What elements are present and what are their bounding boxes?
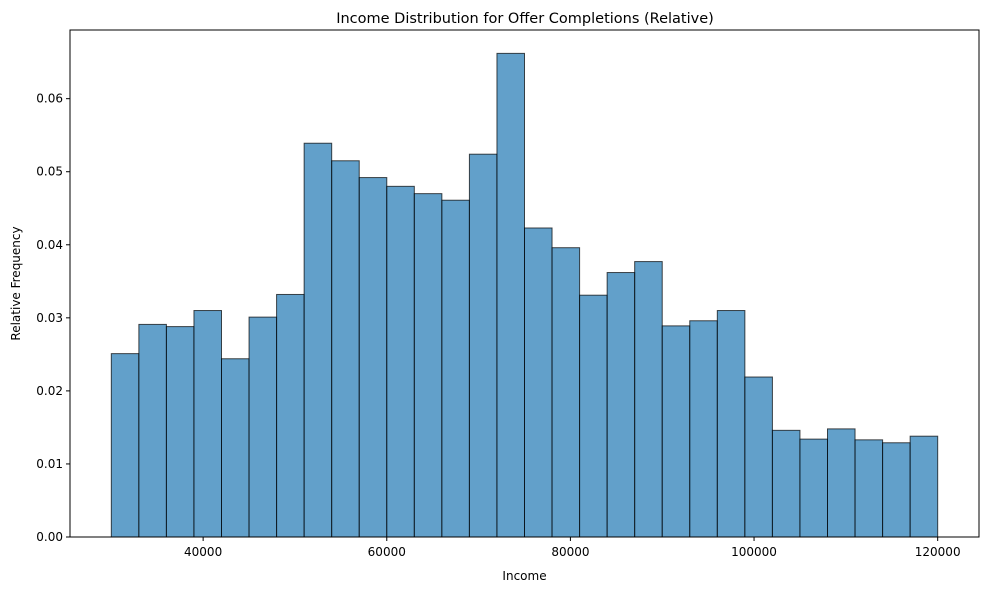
y-tick-label: 0.04 (36, 238, 63, 252)
histogram-bar (716, 310, 746, 538)
histogram-bar (744, 376, 773, 538)
histogram-bar (882, 442, 911, 538)
histogram-bar (165, 326, 195, 538)
histogram-bar (468, 153, 498, 538)
histogram-bar (661, 325, 691, 538)
x-tick-label: 60000 (368, 545, 406, 559)
bars-layer (110, 52, 939, 538)
x-axis: 40000 60000 80000 100000 120000 (184, 537, 961, 559)
y-axis: 0.00 0.01 0.02 0.03 0.04 0.05 0.06 (36, 92, 70, 544)
histogram-bar (110, 353, 140, 538)
histogram-bar (909, 435, 939, 538)
histogram-bar (799, 438, 829, 538)
histogram-bar (386, 185, 415, 538)
histogram-bar (221, 358, 250, 538)
histogram-bar (248, 316, 278, 538)
histogram-bar (827, 428, 856, 538)
histogram-bar (854, 439, 884, 538)
y-tick-label: 0.02 (36, 384, 63, 398)
y-tick-label: 0.06 (36, 92, 63, 106)
histogram-bar (524, 227, 553, 538)
histogram-bar (138, 323, 167, 538)
histogram-bar (771, 429, 801, 538)
histogram-bar (634, 261, 663, 538)
x-tick-label: 40000 (184, 545, 222, 559)
y-tick-label: 0.03 (36, 311, 63, 325)
x-tick-label: 120000 (915, 545, 961, 559)
histogram-bar (193, 310, 222, 538)
histogram-bar (331, 160, 360, 538)
histogram-bar (496, 52, 526, 538)
histogram-bar (606, 272, 636, 538)
histogram-bar (689, 320, 718, 538)
histogram-bar (441, 199, 470, 538)
histogram-bar (579, 294, 608, 538)
plot-frame (69, 29, 980, 538)
histogram-bar (358, 177, 388, 538)
x-tick-label: 80000 (551, 545, 589, 559)
x-axis-label: Income (502, 569, 546, 583)
y-tick-label: 0.05 (36, 165, 63, 179)
chart-title: Income Distribution for Offer Completion… (336, 11, 714, 27)
histogram-bar (276, 293, 305, 538)
y-tick-label: 0.01 (36, 457, 63, 471)
histogram-bar (413, 193, 443, 538)
histogram-bar (551, 247, 581, 538)
y-tick-label: 0.00 (36, 530, 63, 544)
y-axis-label: Relative Frequency (9, 226, 23, 340)
histogram-bar (303, 142, 333, 538)
x-tick-label: 100000 (731, 545, 777, 559)
